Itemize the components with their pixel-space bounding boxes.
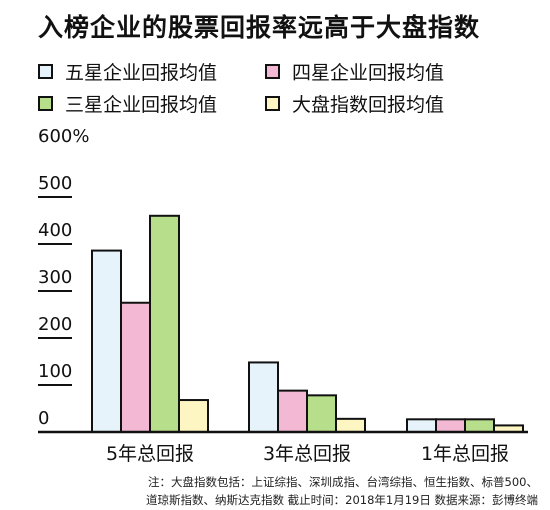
bar [91, 249, 122, 433]
y-tick-label: 200 [38, 314, 72, 335]
y-tick-label: 0 [38, 408, 49, 429]
bar [149, 214, 180, 433]
legend-swatch-index [265, 96, 280, 111]
legend-label-four-star: 四星企业回报均值 [292, 62, 445, 84]
footnote-line-2: 道琼斯指数、纳斯达克指数 截止时间：2018年1月19日 数据来源：彭博终端 [145, 493, 538, 507]
legend-label-index: 大盘指数回报均值 [292, 94, 445, 116]
chart-title: 入榜企业的股票回报率远高于大盘指数 [38, 13, 481, 42]
x-category-label: 1年总回报 [421, 443, 509, 465]
bar [178, 399, 209, 434]
legend-item-four-star: 四星企业回报均值 [265, 58, 444, 85]
y-tick-label: 600% [38, 126, 89, 147]
y-tick-label: 400 [38, 220, 72, 241]
footnote-line-1: 注：大盘指数包括：上证综指、深圳成指、台湾综指、恒生指数、标普500、 [148, 475, 538, 489]
bar [277, 389, 308, 434]
bar [248, 361, 279, 433]
legend-label-three-star: 三星企业回报均值 [65, 94, 218, 116]
legend-swatch-three-star [38, 96, 53, 111]
bar [464, 418, 495, 433]
bar [435, 418, 466, 433]
bar [120, 301, 151, 433]
y-tick-label: 300 [38, 267, 72, 288]
y-tick-label: 500 [38, 173, 72, 194]
y-tick-label: 100 [38, 361, 72, 382]
legend-label-five-star: 五星企业回报均值 [65, 62, 218, 84]
bar [406, 418, 437, 433]
legend-item-three-star: 三星企业回报均值 [38, 90, 217, 117]
x-category-label: 5年总回报 [106, 443, 194, 465]
bar [335, 417, 366, 433]
bar [306, 394, 337, 433]
legend-swatch-four-star [265, 64, 280, 79]
legend-swatch-five-star [38, 64, 53, 79]
legend-item-index: 大盘指数回报均值 [265, 90, 444, 117]
x-category-label: 3年总回报 [263, 443, 351, 465]
legend-item-five-star: 五星企业回报均值 [38, 58, 217, 85]
